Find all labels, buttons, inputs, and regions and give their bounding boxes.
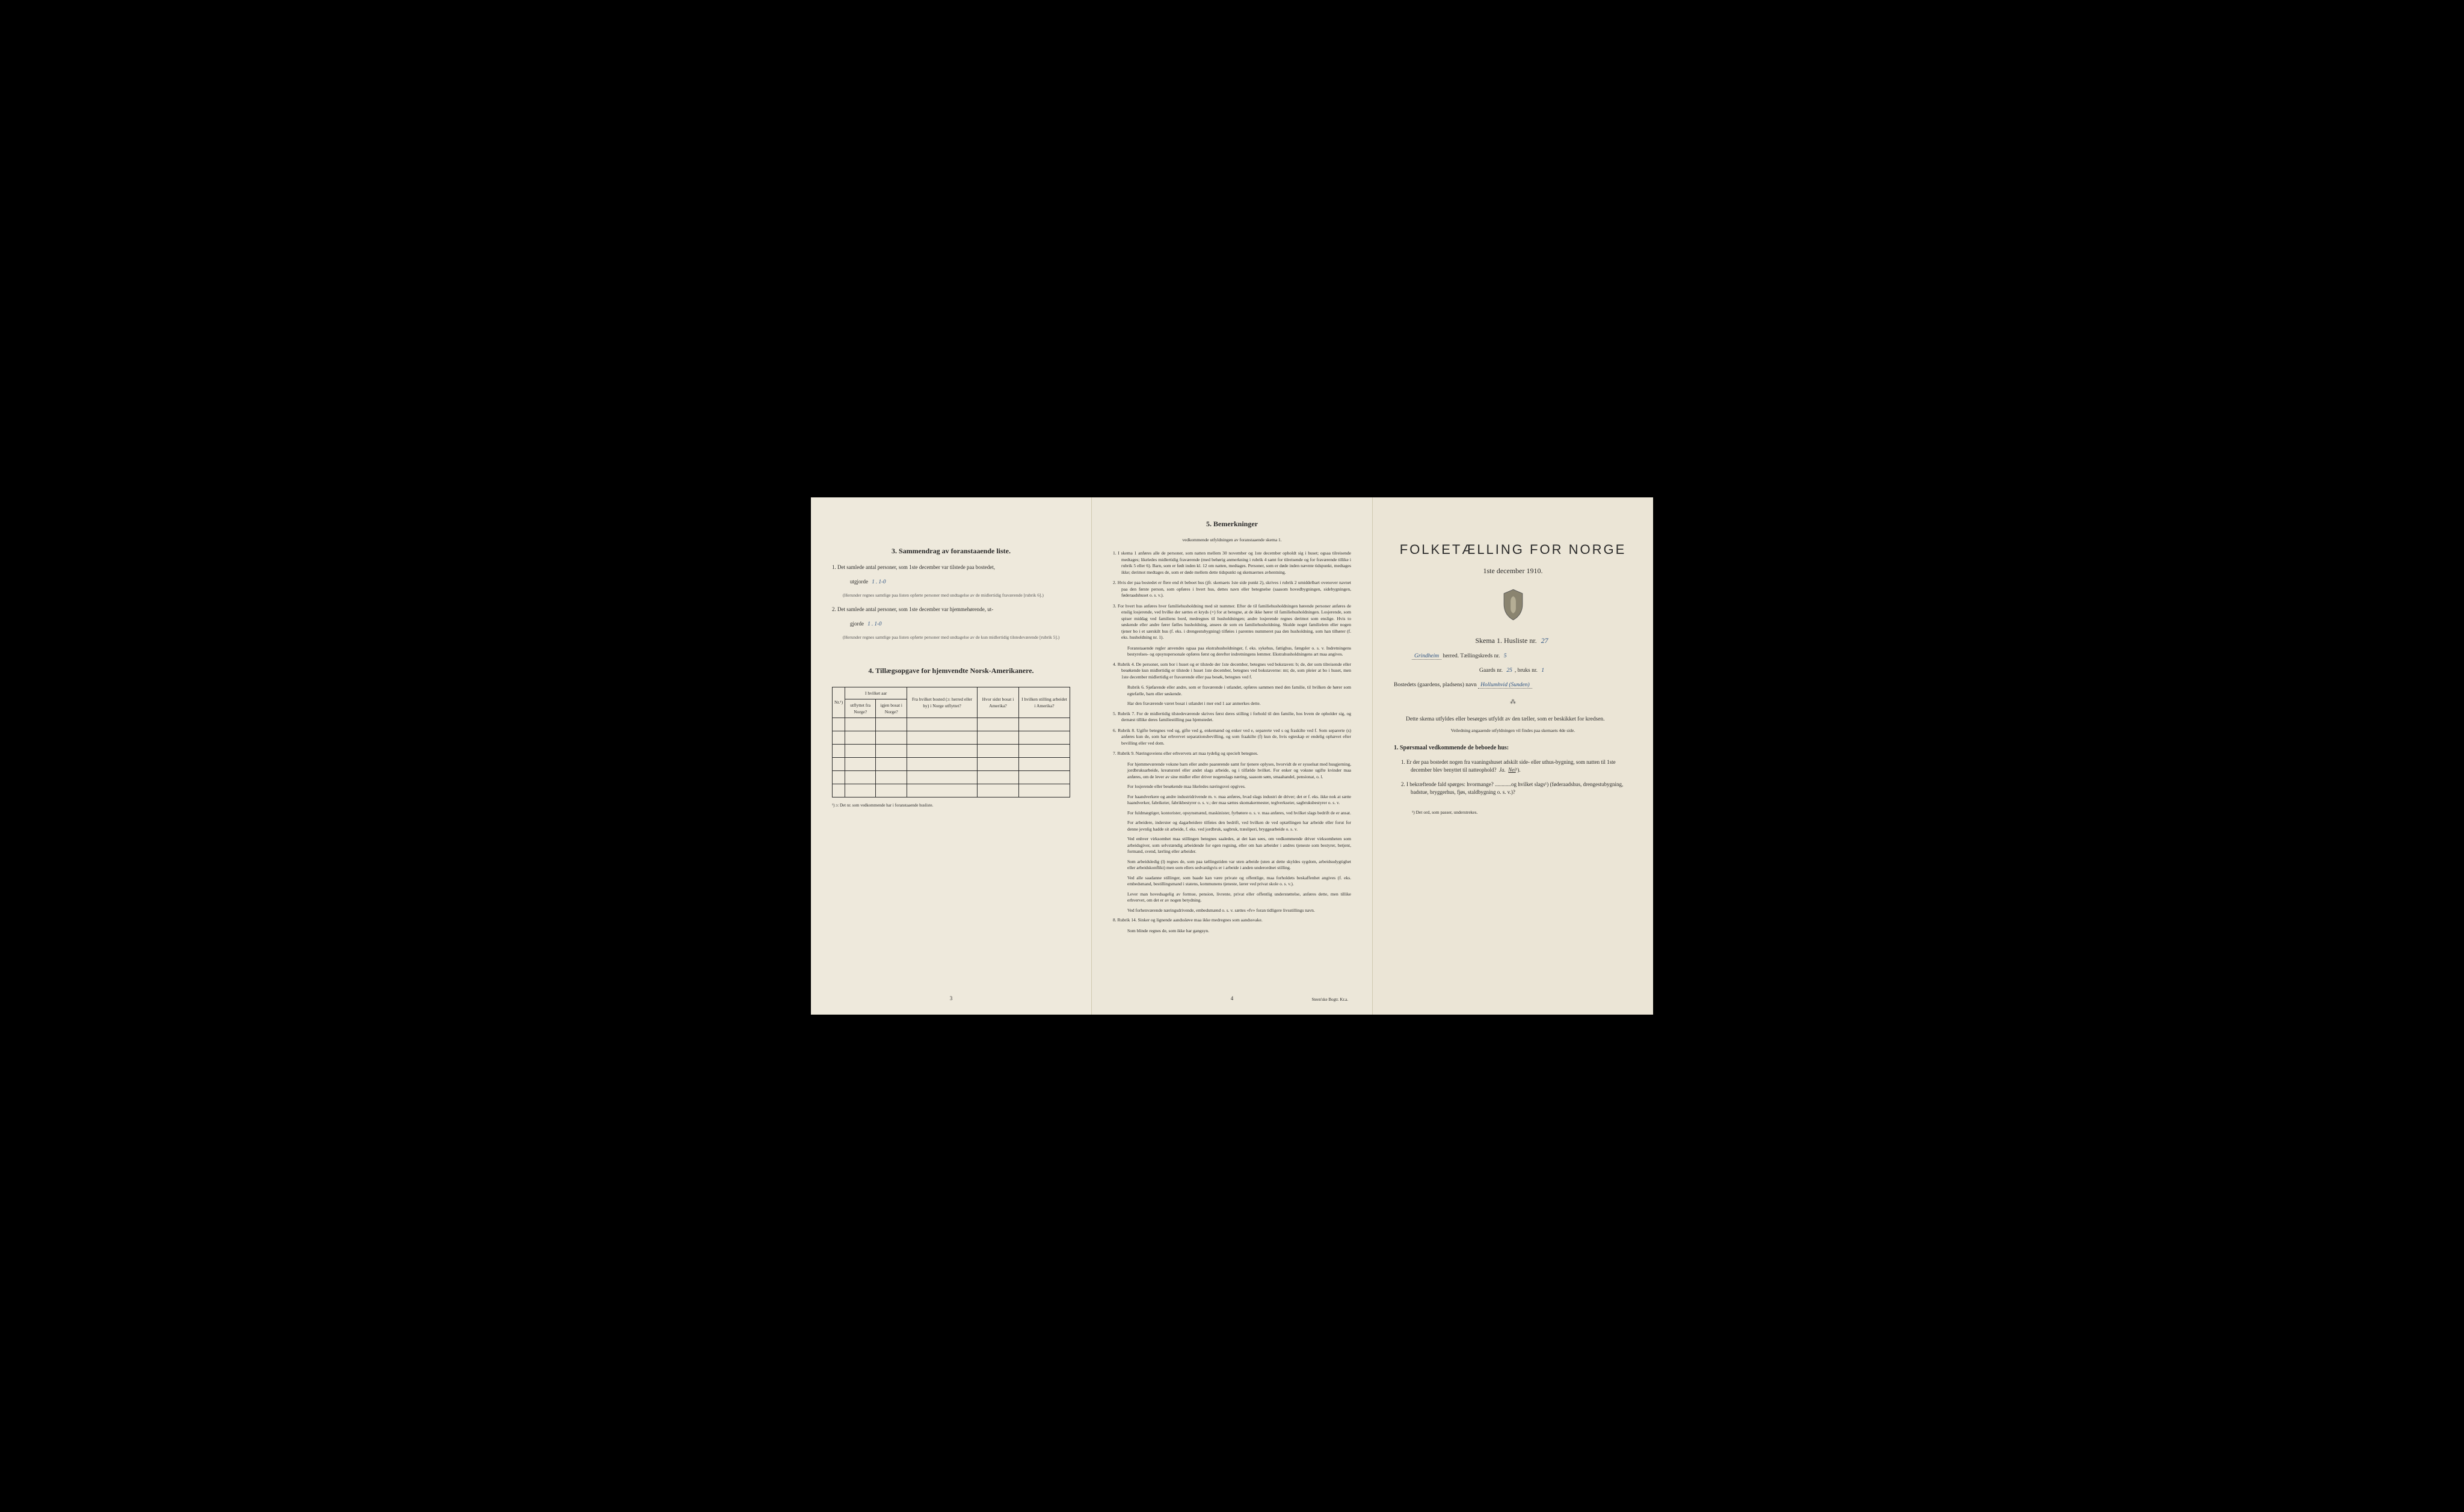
th-stilling: I hvilken stilling arbeidet i Amerika? [1018, 687, 1070, 718]
remark-8: 8. Rubrik 14. Sinker og lignende aandssl… [1113, 917, 1351, 924]
herred-label: herred. Tællingskreds nr. [1443, 653, 1500, 659]
section3-item2b: gjorde 1 . 1-0 [832, 620, 1070, 628]
remark-6: 6. Rubrik 8. Ugifte betegnes ved ug, gif… [1113, 728, 1351, 747]
right-footnote: ¹) Det ord, som passer, understrekes. [1394, 809, 1632, 816]
remark-7-p8: Ved alle saadanne stillinger, som baade … [1113, 875, 1351, 888]
remark-8-para: Som blinde regnes de, som ikke har gangs… [1113, 928, 1351, 935]
remark-3: 3. For hvert hus anføres hver familiehus… [1113, 603, 1351, 641]
gaards-line: Gaards nr. 25, bruks nr. 1 [1394, 666, 1632, 675]
th-amerika: Hvor sidst bosat i Amerika? [977, 687, 1018, 718]
skema-label: Skema 1. Husliste nr. [1475, 636, 1536, 645]
remark-2: 2. Hvis der paa bostedet er flere end ét… [1113, 580, 1351, 599]
remark-4-para2: Har den fraværende været bosat i utlande… [1113, 701, 1351, 707]
remark-7-p2: For losjerende eller besøkende maa likel… [1113, 784, 1351, 790]
instruction: Dette skema utfyldes eller besørges utfy… [1394, 715, 1632, 724]
remark-4: 4. Rubrik 4. De personer, som bor i huse… [1113, 662, 1351, 681]
remark-7: 7. Rubrik 9. Næringsveiens eller erhverv… [1113, 751, 1351, 757]
section5-title: 5. Bemerkninger [1113, 518, 1351, 529]
question-2: 2. I bekræftende fald spørges: hvormange… [1394, 781, 1632, 797]
panel-left: 3. Sammendrag av foranstaaende liste. 1.… [811, 497, 1092, 1015]
section5-subtitle: vedkommende utfyldningen av foranstaaend… [1113, 536, 1351, 543]
section4-title: 4. Tillægsopgave for hjemvendte Norsk-Am… [832, 665, 1070, 676]
remark-7-p10: Ved forhenværende næringsdrivende, embed… [1113, 908, 1351, 914]
section3-item1b: utgjorde 1 . 1-0 [832, 578, 1070, 586]
remark-5: 5. Rubrik 7. For de midlertidig tilstede… [1113, 711, 1351, 724]
table-body [833, 718, 1070, 797]
table-row [833, 718, 1070, 731]
table-row [833, 758, 1070, 771]
remark-4-para1: Rubrik 6. Sjøfarende eller andre, som er… [1113, 684, 1351, 697]
table-row [833, 771, 1070, 784]
remark-3-para: Foranstaaende regler anvendes ogsaa paa … [1113, 645, 1351, 658]
skema-value: 27 [1539, 636, 1551, 645]
th-utflyttet: utflyttet fra Norge? [845, 699, 876, 718]
table-row [833, 745, 1070, 758]
q1-sup: ¹). [1516, 767, 1521, 773]
bosted-label: Bostedets (gaardens, pladsens) navn [1394, 682, 1477, 688]
census-document: 3. Sammendrag av foranstaaende liste. 1.… [811, 497, 1653, 1015]
item2-text: 2. Det samlede antal personer, som 1ste … [832, 606, 993, 612]
emigrant-table: Nr.¹) I hvilket aar Fra hvilket bosted (… [832, 687, 1070, 798]
section3-title: 3. Sammendrag av foranstaaende liste. [832, 545, 1070, 556]
gaards-label: Gaards nr. [1479, 668, 1503, 674]
q-header: 1. Spørsmaal vedkommende de beboede hus: [1394, 743, 1632, 752]
th-nr: Nr.¹) [833, 687, 845, 718]
herred-name: Grindheim [1412, 653, 1441, 660]
bosted-line: Bostedets (gaardens, pladsens) navn Holl… [1394, 681, 1632, 689]
coat-of-arms-icon [1394, 588, 1632, 624]
item1-label: utgjorde [850, 579, 868, 585]
table-row [833, 784, 1070, 797]
remark-7-p3: For haandverkere og andre industridriven… [1113, 794, 1351, 807]
instruction-sub: Veiledning angaaende utfyldningen vil fi… [1394, 727, 1632, 734]
question-1: 1. Er der paa bostedet nogen fra vaaning… [1394, 758, 1632, 775]
q1-nei: Nei [1508, 767, 1516, 773]
item1-text: 1. Det samlede antal personer, som 1ste … [832, 564, 995, 570]
panel-middle: 5. Bemerkninger vedkommende utfyldningen… [1092, 497, 1373, 1015]
remark-7-p4: For fuldmægtiger, kontorister, opsynsmæn… [1113, 810, 1351, 817]
divider-icon: ⁂ [1394, 698, 1632, 707]
gaards-value: 25 [1504, 668, 1515, 674]
section4-footnote: ¹) ɔ: Det nr. som vedkommende har i fora… [832, 802, 1070, 809]
publisher: Steen'ske Bogtr. Kr.a. [1311, 997, 1348, 1003]
section3-item1: 1. Det samlede antal personer, som 1ste … [832, 564, 1070, 572]
remark-7-p1: For hjemmeværende voksne barn eller andr… [1113, 761, 1351, 781]
th-aar: I hvilket aar [845, 687, 907, 699]
th-bosat: igjen bosat i Norge? [876, 699, 907, 718]
kreds-value: 5 [1502, 653, 1509, 659]
item2-value: 1 . 1-0 [865, 621, 884, 627]
bruks-label: bruks nr. [1518, 668, 1538, 674]
bosted-value: Hollumhvid (Sunden) [1478, 682, 1532, 689]
page-num-left: 3 [811, 995, 1091, 1003]
panel-right: FOLKETÆLLING FOR NORGE 1ste december 191… [1373, 497, 1653, 1015]
table-row [833, 731, 1070, 745]
item2-label: gjorde [850, 621, 864, 627]
remark-7-p9: Lever man hovedsagelig av formue, pensio… [1113, 891, 1351, 904]
herred-line: Grindheim herred. Tællingskreds nr. 5 [1394, 652, 1632, 660]
census-title: FOLKETÆLLING FOR NORGE [1394, 539, 1632, 559]
section3-item2: 2. Det samlede antal personer, som 1ste … [832, 606, 1070, 614]
th-bosted: Fra hvilket bosted (ɔ: herred eller by) … [907, 687, 978, 718]
q1-ja: Ja. [1499, 767, 1506, 773]
item1-note: (Herunder regnes samtlige paa listen opf… [832, 592, 1070, 598]
remark-1: 1. I skema 1 anføres alle de personer, s… [1113, 550, 1351, 576]
census-date: 1ste december 1910. [1394, 565, 1632, 576]
remark-7-p6: Ved enhver virksomhet maa stillingen bet… [1113, 836, 1351, 855]
remark-7-p7: Som arbeidsledig (l) regnes de, som paa … [1113, 859, 1351, 871]
item2-note: (Herunder regnes samtlige paa listen opf… [832, 634, 1070, 641]
remark-7-p5: For arbeidere, inderster og dagarbeidere… [1113, 820, 1351, 832]
skema-line: Skema 1. Husliste nr. 27 [1394, 635, 1632, 646]
emigrant-table-wrap: Nr.¹) I hvilket aar Fra hvilket bosted (… [832, 687, 1070, 809]
bruks-value: 1 [1539, 668, 1547, 674]
item1-value: 1 . 1-0 [869, 579, 888, 585]
